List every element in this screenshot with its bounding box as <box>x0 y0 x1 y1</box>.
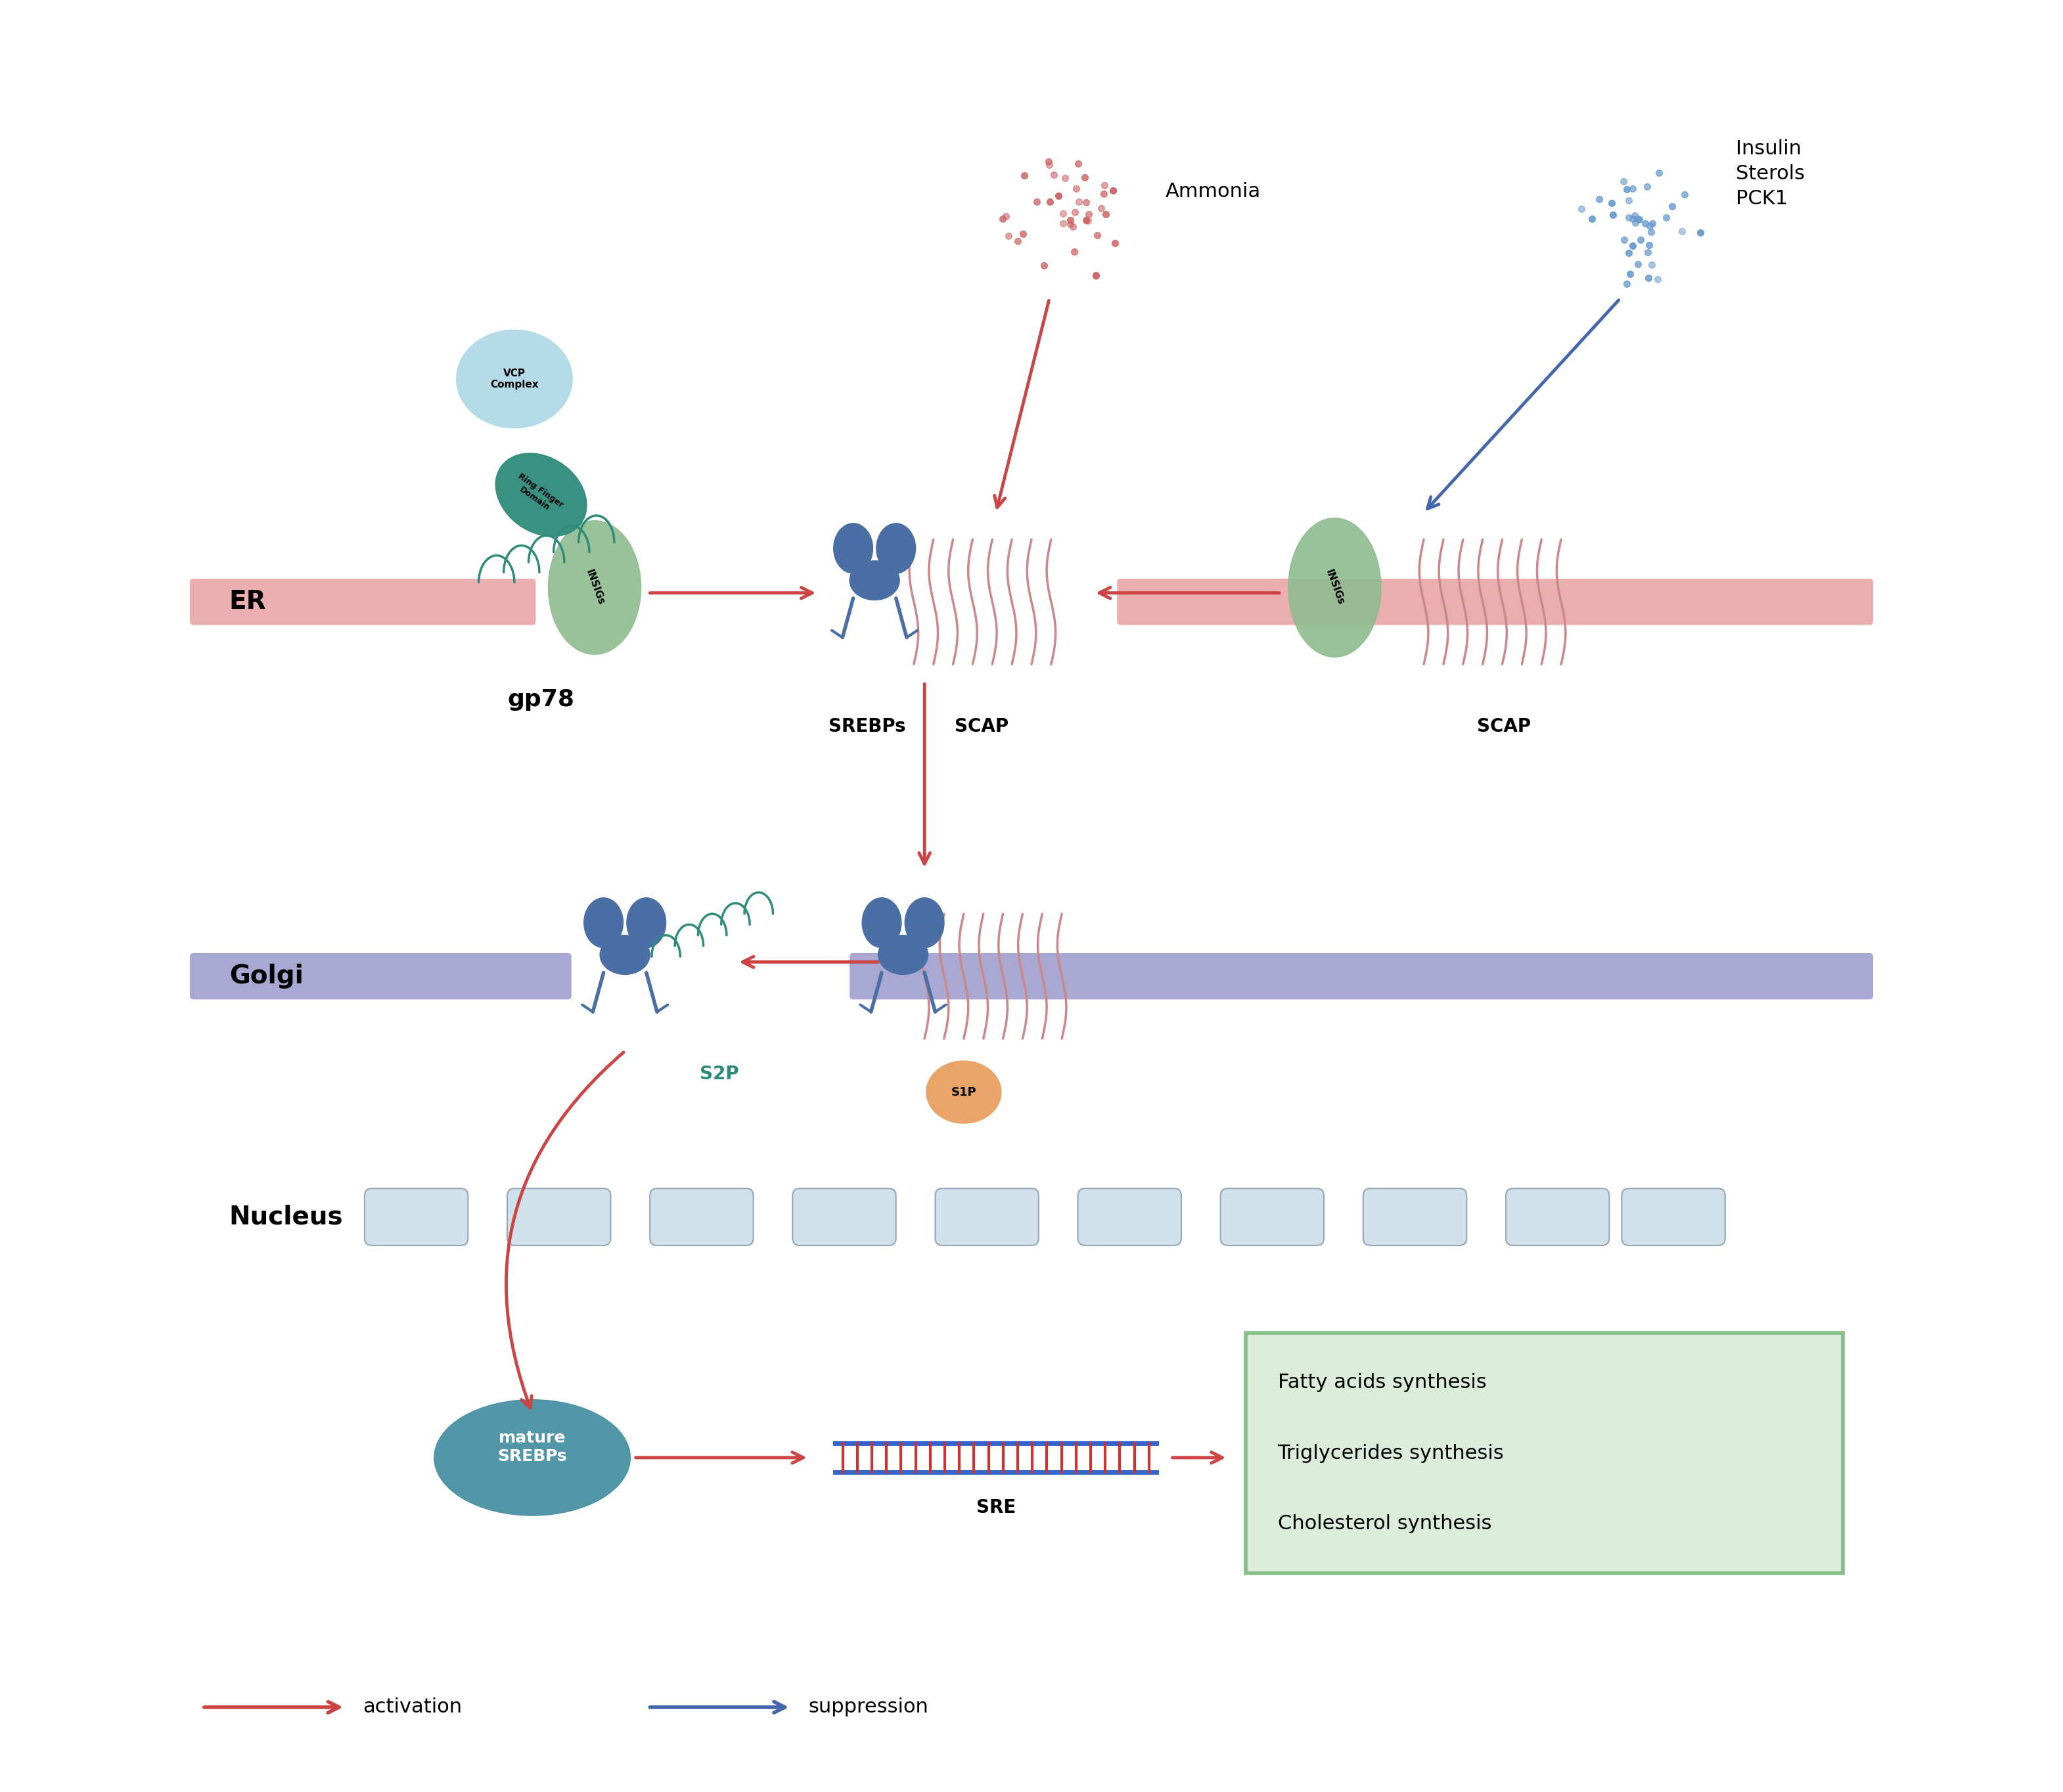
FancyBboxPatch shape <box>1506 1188 1609 1245</box>
Text: VCP
Complex: VCP Complex <box>491 369 538 389</box>
Text: Ring Finger
Domain: Ring Finger Domain <box>510 471 565 518</box>
Ellipse shape <box>549 521 642 654</box>
FancyBboxPatch shape <box>507 1188 611 1245</box>
Text: Triglycerides synthesis: Triglycerides synthesis <box>1277 1444 1504 1462</box>
FancyBboxPatch shape <box>1246 1333 1842 1573</box>
Text: INSIGs: INSIGs <box>584 568 607 607</box>
Ellipse shape <box>877 523 916 573</box>
FancyBboxPatch shape <box>1364 1188 1467 1245</box>
FancyBboxPatch shape <box>365 1188 468 1245</box>
Text: INSIGs: INSIGs <box>1324 568 1345 607</box>
Text: Cholesterol synthesis: Cholesterol synthesis <box>1277 1514 1492 1534</box>
Text: suppression: suppression <box>809 1697 928 1717</box>
Ellipse shape <box>879 935 928 975</box>
Text: mature
SREBPs: mature SREBPs <box>497 1430 567 1464</box>
Text: S2P: S2P <box>699 1064 739 1084</box>
Text: Fatty acids synthesis: Fatty acids synthesis <box>1277 1373 1485 1392</box>
Ellipse shape <box>433 1400 631 1516</box>
Ellipse shape <box>926 1061 1001 1124</box>
FancyBboxPatch shape <box>190 579 536 625</box>
FancyBboxPatch shape <box>935 1188 1038 1245</box>
Text: Ammonia: Ammonia <box>1166 183 1260 201</box>
Text: SCAP: SCAP <box>1477 717 1531 737</box>
Ellipse shape <box>906 898 945 948</box>
Ellipse shape <box>833 523 873 573</box>
Ellipse shape <box>495 453 586 536</box>
Text: ER: ER <box>229 590 266 615</box>
Text: S1P: S1P <box>951 1086 976 1098</box>
Text: Insulin
Sterols
PCK1: Insulin Sterols PCK1 <box>1735 140 1805 208</box>
Text: SRE: SRE <box>976 1498 1015 1516</box>
FancyBboxPatch shape <box>792 1188 895 1245</box>
Text: SREBPs: SREBPs <box>829 717 906 737</box>
Ellipse shape <box>584 898 623 948</box>
Text: Golgi: Golgi <box>229 964 303 989</box>
Ellipse shape <box>850 561 899 600</box>
FancyBboxPatch shape <box>190 953 571 1000</box>
FancyBboxPatch shape <box>650 1188 753 1245</box>
Ellipse shape <box>456 330 571 428</box>
Ellipse shape <box>600 935 650 975</box>
Text: activation: activation <box>363 1697 462 1717</box>
FancyBboxPatch shape <box>1622 1188 1725 1245</box>
Text: gp78: gp78 <box>507 688 576 711</box>
Ellipse shape <box>1287 518 1380 658</box>
Text: Nucleus: Nucleus <box>229 1204 342 1229</box>
FancyBboxPatch shape <box>1077 1188 1182 1245</box>
Ellipse shape <box>862 898 902 948</box>
Text: SCAP: SCAP <box>955 717 1009 737</box>
FancyBboxPatch shape <box>850 953 1873 1000</box>
FancyBboxPatch shape <box>1221 1188 1324 1245</box>
FancyBboxPatch shape <box>1116 579 1873 625</box>
Ellipse shape <box>627 898 666 948</box>
